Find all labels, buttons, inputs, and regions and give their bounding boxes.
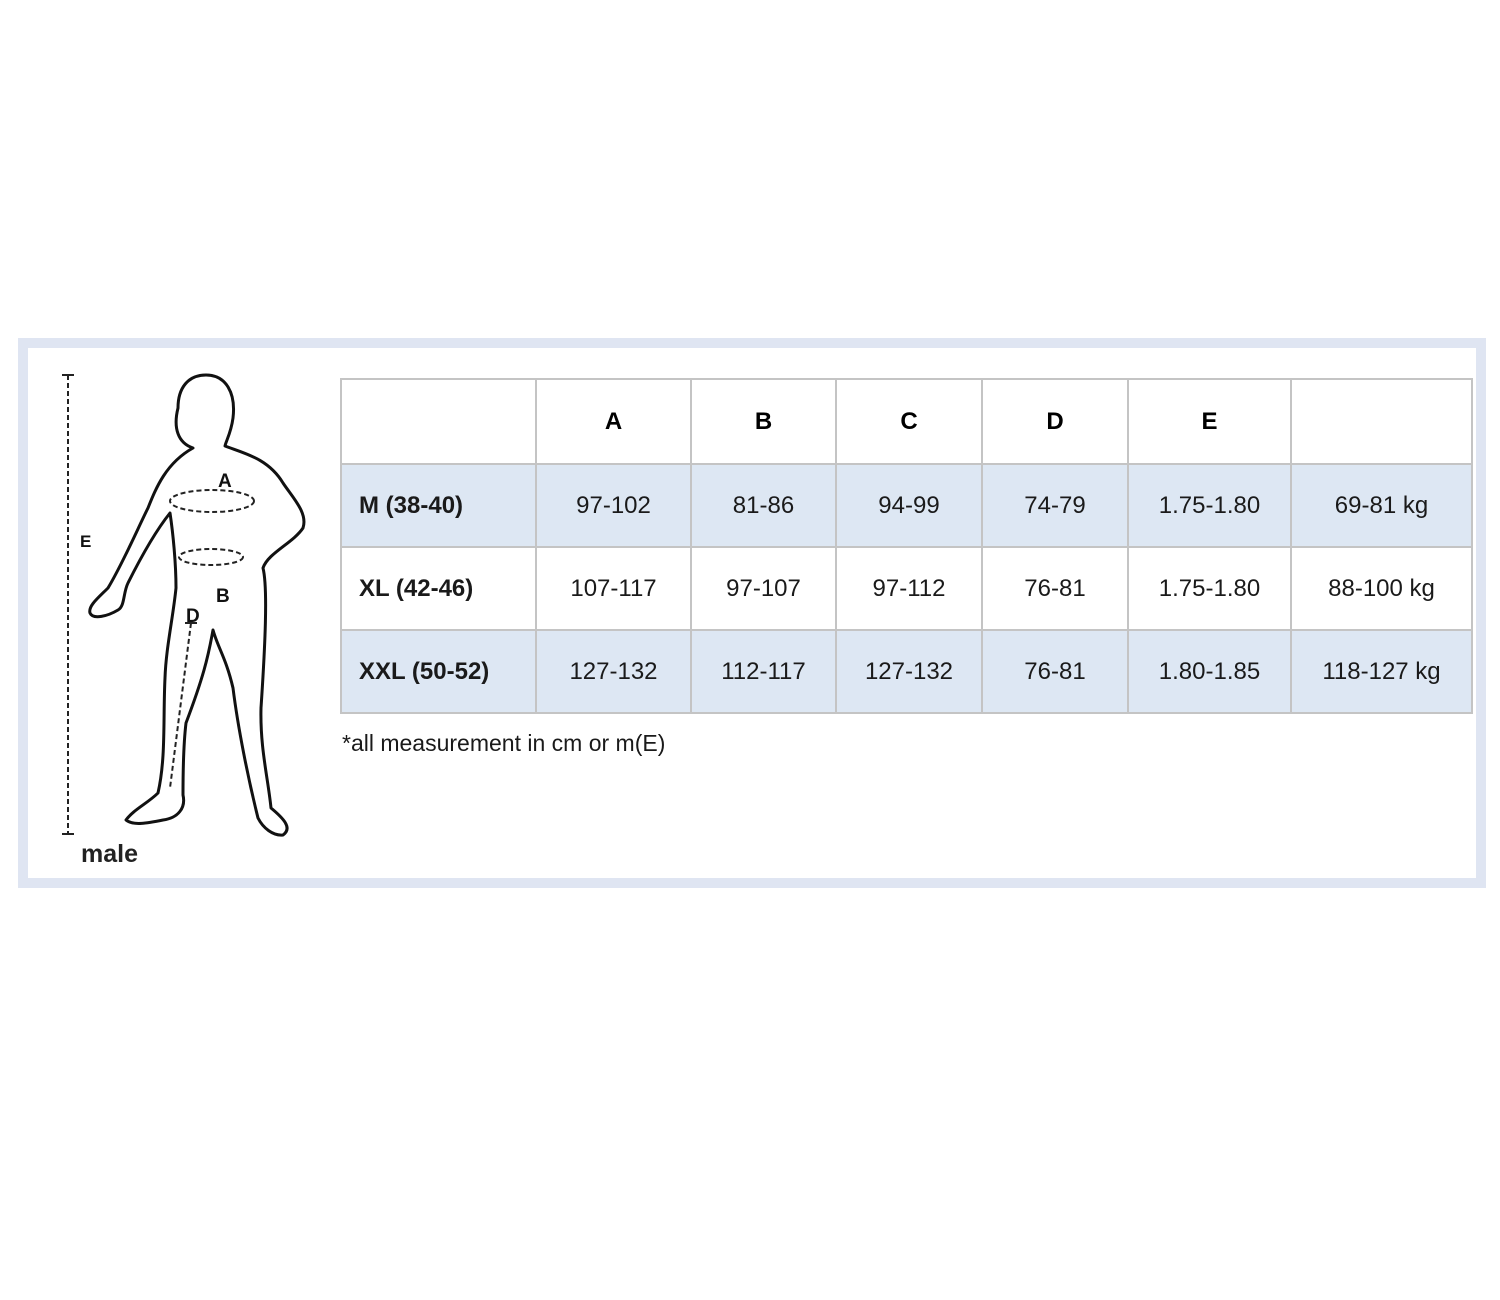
gender-label: male bbox=[81, 840, 138, 868]
table-row: M (38-40) 97-102 81-86 94-99 74-79 1.75-… bbox=[340, 463, 1473, 548]
value-cell: 127-132 bbox=[835, 629, 983, 714]
height-line-e bbox=[62, 374, 74, 835]
value-cell: 97-102 bbox=[535, 463, 692, 548]
value-cell: 1.75-1.80 bbox=[1127, 546, 1292, 631]
value-cell: 76-81 bbox=[981, 546, 1129, 631]
label-b: B bbox=[216, 586, 230, 607]
value-cell: 97-107 bbox=[690, 546, 837, 631]
size-chart-panel: A B D E male A B C D E M (38-40) 97-102 … bbox=[18, 338, 1486, 888]
header-cell bbox=[1290, 378, 1473, 465]
label-e: E bbox=[80, 532, 92, 551]
body-outline bbox=[88, 373, 306, 837]
measurement-note: *all measurement in cm or m(E) bbox=[342, 730, 666, 756]
header-row: A B C D E bbox=[340, 378, 1473, 465]
table-row: XL (42-46) 107-117 97-107 97-112 76-81 1… bbox=[340, 546, 1473, 631]
value-cell: 1.80-1.85 bbox=[1127, 629, 1292, 714]
header-cell: D bbox=[981, 378, 1129, 465]
value-cell: 81-86 bbox=[690, 463, 837, 548]
value-cell: 127-132 bbox=[535, 629, 692, 714]
size-cell: M (38-40) bbox=[340, 463, 537, 548]
header-cell: C bbox=[835, 378, 983, 465]
value-cell: 94-99 bbox=[835, 463, 983, 548]
header-cell: A bbox=[535, 378, 692, 465]
value-cell: 76-81 bbox=[981, 629, 1129, 714]
size-cell: XL (42-46) bbox=[340, 546, 537, 631]
header-cell bbox=[340, 378, 537, 465]
value-cell: 88-100 kg bbox=[1290, 546, 1473, 631]
header-cell: E bbox=[1127, 378, 1292, 465]
size-table: A B C D E M (38-40) 97-102 81-86 94-99 7… bbox=[340, 378, 1473, 714]
value-cell: 107-117 bbox=[535, 546, 692, 631]
value-cell: 69-81 kg bbox=[1290, 463, 1473, 548]
label-d: D bbox=[186, 606, 200, 627]
value-cell: 97-112 bbox=[835, 546, 983, 631]
body-measurement-figure bbox=[62, 373, 306, 837]
value-cell: 1.75-1.80 bbox=[1127, 463, 1292, 548]
size-cell: XXL (50-52) bbox=[340, 629, 537, 714]
value-cell: 118-127 kg bbox=[1290, 629, 1473, 714]
header-cell: B bbox=[690, 378, 837, 465]
value-cell: 112-117 bbox=[690, 629, 837, 714]
label-a: A bbox=[218, 471, 232, 492]
value-cell: 74-79 bbox=[981, 463, 1129, 548]
measurement-loops bbox=[169, 489, 255, 789]
table-row: XXL (50-52) 127-132 112-117 127-132 76-8… bbox=[340, 629, 1473, 714]
